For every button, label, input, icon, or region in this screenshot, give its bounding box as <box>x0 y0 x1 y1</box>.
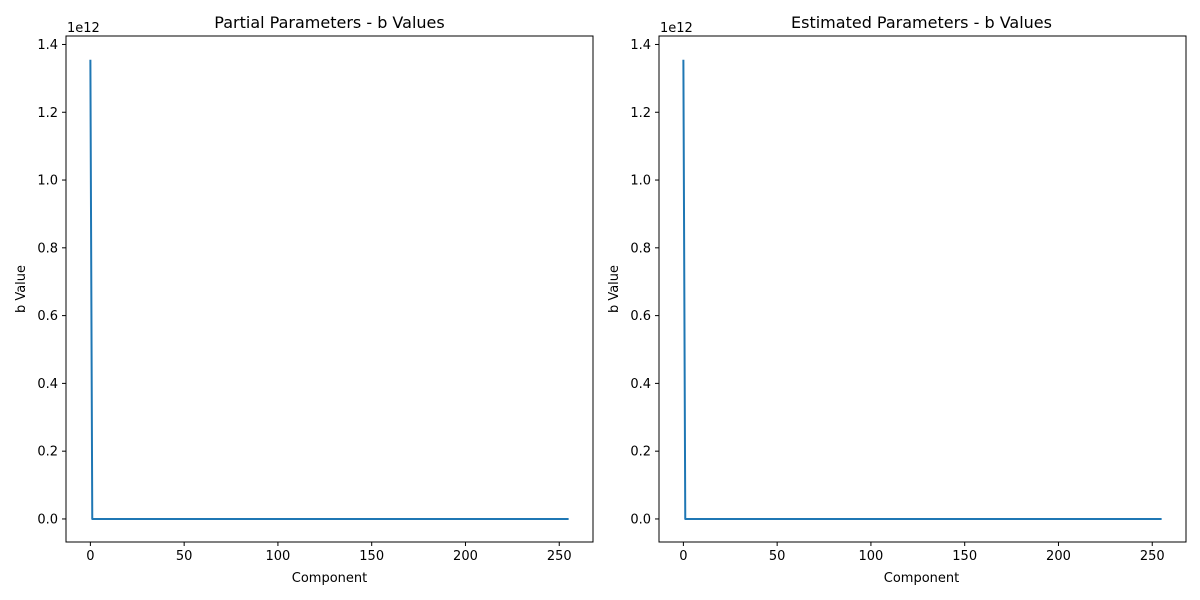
series-line <box>89 59 569 520</box>
plot-frame <box>658 35 1187 543</box>
x-ticks: 0 50 100 150 200 250 <box>679 542 1165 564</box>
y-tick-label: 0.6 <box>630 309 651 324</box>
y-tick-label: 0.2 <box>37 445 58 460</box>
x-tick-label: 250 <box>547 549 572 564</box>
y-axis-label: b Value <box>14 265 29 313</box>
chart-panel-partial: Partial Parameters - b Values 1e12 0 50 10… <box>14 13 594 586</box>
x-axis-label: Component <box>292 571 367 586</box>
y-tick-label: 1.2 <box>630 106 651 121</box>
plot-frame <box>65 35 594 543</box>
y-tick-label: 0.0 <box>630 512 651 527</box>
series-group <box>89 59 569 520</box>
y-tick-label: 0.2 <box>630 445 651 460</box>
series-group <box>682 59 1162 520</box>
y-tick-label: 0.8 <box>630 241 651 256</box>
y-tick-label: 1.4 <box>630 38 651 53</box>
x-ticks: 0 50 100 150 200 250 <box>86 542 572 564</box>
x-tick-label: 50 <box>769 549 786 564</box>
y-tick-label: 0.4 <box>37 377 58 392</box>
x-tick-label: 0 <box>86 549 94 564</box>
x-tick-label: 100 <box>859 549 884 564</box>
y-ticks: 0.0 0.2 0.4 0.6 0.8 1.0 1.2 1.4 <box>37 38 66 527</box>
y-tick-label: 1.0 <box>37 174 58 189</box>
y-tick-label: 1.0 <box>630 174 651 189</box>
chart-title: Partial Parameters - b Values <box>214 13 444 32</box>
x-tick-label: 0 <box>679 549 687 564</box>
x-tick-label: 250 <box>1140 549 1165 564</box>
y-tick-label: 0.8 <box>37 241 58 256</box>
chart-panel-estimated: Estimated Parameters - b Values 1e12 0 50… <box>607 13 1187 586</box>
series-line <box>682 59 1162 520</box>
y-offset-label: 1e12 <box>67 21 100 36</box>
y-tick-label: 0.6 <box>37 309 58 324</box>
y-tick-label: 1.4 <box>37 38 58 53</box>
y-ticks: 0.0 0.2 0.4 0.6 0.8 1.0 1.2 1.4 <box>630 38 659 527</box>
y-tick-label: 0.0 <box>37 512 58 527</box>
chart-title: Estimated Parameters - b Values <box>791 13 1052 32</box>
x-tick-label: 150 <box>952 549 977 564</box>
x-tick-label: 100 <box>266 549 291 564</box>
y-tick-label: 1.2 <box>37 106 58 121</box>
y-axis-label: b Value <box>607 265 622 313</box>
y-offset-label: 1e12 <box>660 21 693 36</box>
x-tick-label: 200 <box>1046 549 1071 564</box>
x-axis-label: Component <box>884 571 959 586</box>
x-tick-label: 200 <box>453 549 478 564</box>
x-tick-label: 150 <box>359 549 384 564</box>
x-tick-label: 50 <box>176 549 193 564</box>
y-tick-label: 0.4 <box>630 377 651 392</box>
